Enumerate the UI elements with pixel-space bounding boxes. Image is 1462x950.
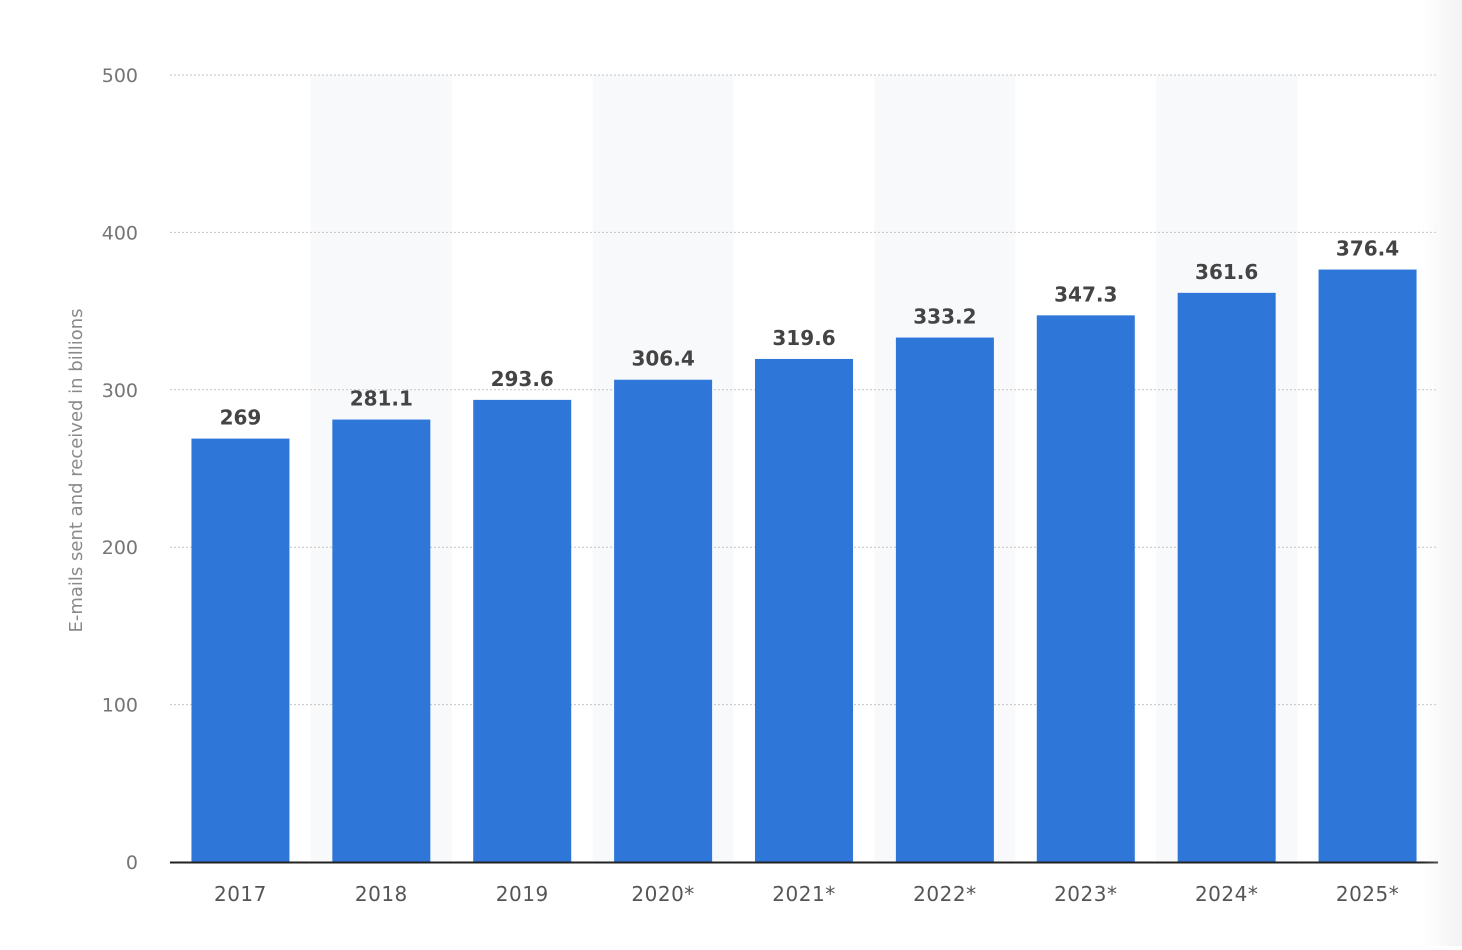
x-tick-label: 2020*	[631, 882, 694, 906]
bar-value-label: 319.6	[772, 326, 835, 350]
bar-value-label: 376.4	[1336, 237, 1399, 261]
bar	[895, 337, 994, 862]
bar	[755, 358, 853, 862]
x-tick-label: 2022*	[913, 882, 976, 906]
bar	[1036, 315, 1135, 862]
x-tick-label: 2021*	[772, 882, 835, 906]
bar	[191, 438, 290, 862]
bar-value-label: 293.6	[491, 367, 554, 391]
x-tick-label: 2017	[214, 882, 267, 906]
bar-value-label: 269	[220, 406, 262, 430]
bar-value-label: 306.4	[631, 347, 694, 371]
bar	[614, 379, 713, 862]
x-tick-label: 2023*	[1054, 882, 1117, 906]
bar-value-label: 347.3	[1054, 282, 1117, 306]
y-axis-title: E-mails sent and received in billions	[66, 308, 87, 632]
bars	[191, 269, 1417, 862]
x-tick-label: 2024*	[1195, 882, 1258, 906]
x-axis-labels: 2017 2018 2019 2020* 2021* 2022* 2023* 2024* 202…	[214, 882, 1399, 906]
bar	[473, 399, 572, 862]
bar	[332, 419, 431, 862]
bar	[1177, 292, 1276, 862]
value-labels: 269 281.1 293.6 306.4 319.6 333.2 347.3 361.6 37…	[220, 237, 1400, 430]
y-tick-label: 200	[102, 537, 138, 559]
bar-value-label: 281.1	[350, 387, 413, 411]
y-tick-label: 300	[102, 380, 138, 402]
y-tick-label: 500	[102, 65, 138, 87]
x-tick-label: 2019	[496, 882, 549, 906]
right-edge-shadow	[1422, 0, 1462, 946]
y-tick-label: 100	[102, 695, 138, 717]
x-tick-label: 2025*	[1336, 882, 1399, 906]
bar-value-label: 361.6	[1195, 260, 1258, 284]
bar-value-label: 333.2	[913, 305, 976, 329]
y-axis-ticks: 0 100 200 300 400 500	[102, 65, 138, 874]
x-tick-label: 2018	[355, 882, 408, 906]
y-tick-label: 400	[102, 222, 138, 244]
bar	[1318, 269, 1417, 862]
y-tick-label: 0	[126, 852, 138, 874]
